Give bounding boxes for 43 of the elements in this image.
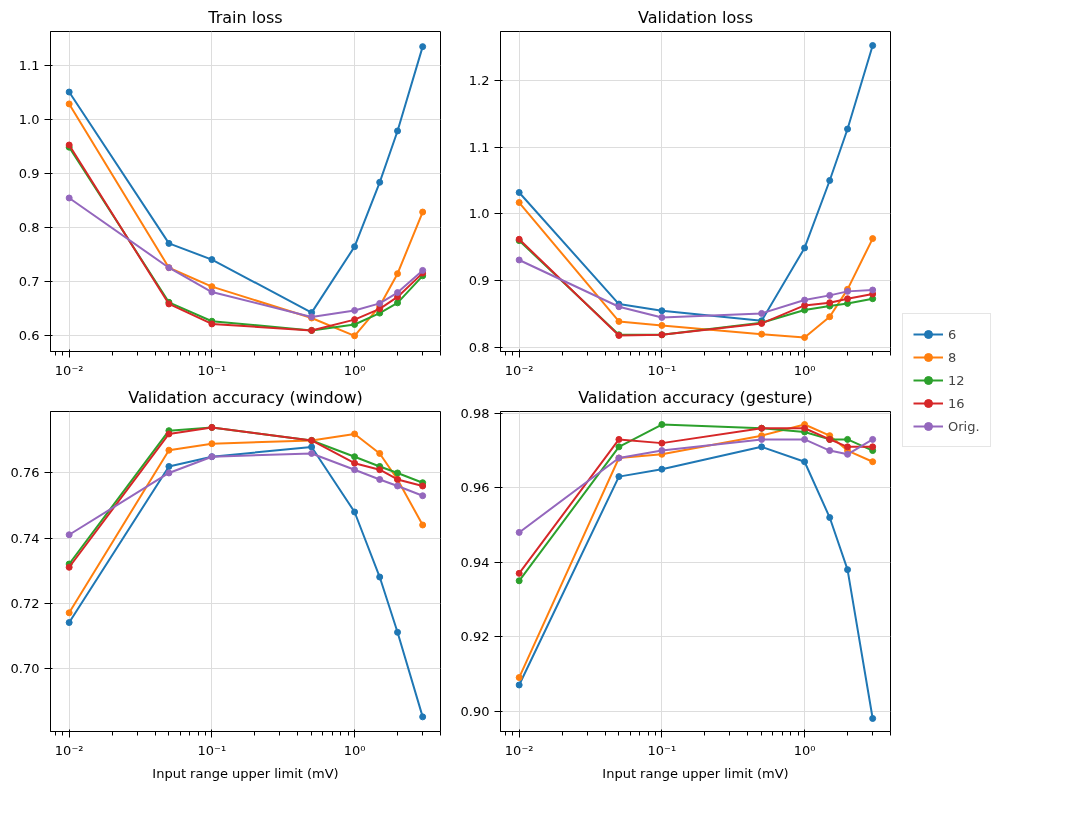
y-tick-label: 0.72 [10,595,40,611]
x-tick-label: 10⁻² [54,742,84,758]
y-tick-label: 0.8 [18,220,40,236]
y-tick-label: 0.6 [18,328,40,344]
x-tick-label: 10⁰ [793,362,816,378]
legend-label: 12 [948,372,966,388]
y-tick-label: 0.96 [460,480,490,496]
x-tick-label: 10⁻² [504,742,534,758]
x-tick-label: 10⁻¹ [197,362,227,378]
y-tick-label: 1.2 [468,72,490,88]
y-tick-label: 0.90 [460,703,490,719]
y-tick-label: 0.76 [10,465,40,481]
y-tick-label: 1.0 [18,112,40,128]
x-tick-label: 10⁻¹ [647,362,677,378]
y-tick-label: 0.74 [10,530,40,546]
y-tick-label: 0.9 [18,166,40,182]
chart-title: Validation loss [638,7,753,27]
y-tick-label: 0.94 [460,554,490,570]
y-tick-label: 0.92 [460,629,490,645]
legend-label: 6 [948,326,958,342]
x-tick-label: 10⁰ [343,742,366,758]
x-tick-label: 10⁻¹ [647,742,677,758]
y-tick-label: 1.0 [468,206,490,222]
y-tick-label: 1.1 [18,58,40,74]
legend-label: 16 [948,395,966,411]
chart-title: Validation accuracy (window) [128,387,363,407]
legend-label: 8 [948,349,958,365]
chart-title: Train loss [207,7,283,27]
x-tick-label: 10⁻² [504,362,534,378]
y-tick-label: 0.70 [10,660,40,676]
x-axis-title: Input range upper limit (mV) [152,765,339,781]
y-tick-label: 0.98 [460,405,490,421]
y-tick-label: 1.1 [468,139,490,155]
y-tick-label: 0.9 [468,273,490,289]
legend-label: Orig. [948,418,980,434]
x-tick-label: 10⁰ [793,742,816,758]
chart-title: Validation accuracy (gesture) [578,387,813,407]
x-tick-label: 10⁰ [343,362,366,378]
x-tick-label: 10⁻¹ [197,742,227,758]
x-tick-label: 10⁻² [54,362,84,378]
x-axis-title: Input range upper limit (mV) [602,765,789,781]
y-tick-label: 0.7 [18,274,40,290]
y-tick-label: 0.8 [468,339,490,355]
